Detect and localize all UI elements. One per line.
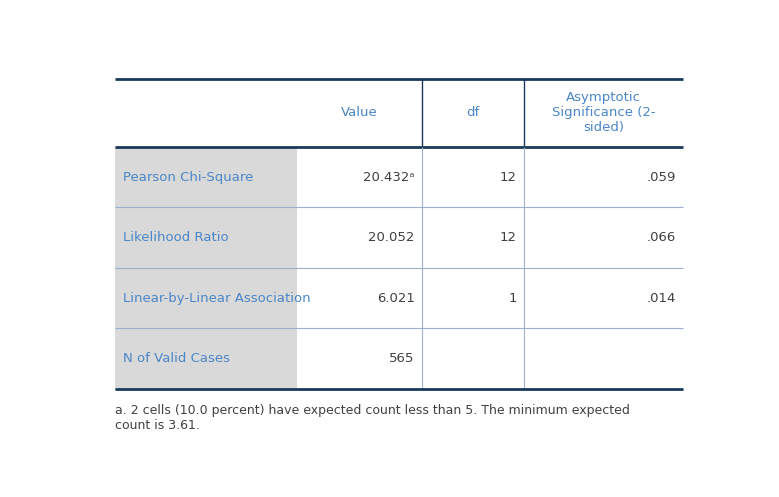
Text: 20.432ᵃ: 20.432ᵃ: [363, 170, 414, 184]
Bar: [422, 268, 524, 329]
Text: Asymptotic
Significance (2-
sided): Asymptotic Significance (2- sided): [552, 91, 655, 134]
Bar: [524, 268, 683, 329]
Text: df: df: [467, 106, 480, 119]
Bar: [297, 207, 422, 268]
Bar: [422, 329, 524, 389]
Text: 1: 1: [509, 292, 516, 305]
Text: Likelihood Ratio: Likelihood Ratio: [123, 231, 228, 244]
Text: 20.052: 20.052: [368, 231, 414, 244]
Bar: [115, 329, 297, 389]
Bar: [422, 207, 524, 268]
Bar: [524, 147, 683, 207]
Bar: [422, 147, 524, 207]
Bar: [115, 268, 297, 329]
Text: .014: .014: [647, 292, 675, 305]
Text: 6.021: 6.021: [377, 292, 414, 305]
Bar: [297, 329, 422, 389]
Text: N of Valid Cases: N of Valid Cases: [123, 352, 230, 365]
Text: 565: 565: [390, 352, 414, 365]
Bar: [524, 207, 683, 268]
Text: a. 2 cells (10.0 percent) have expected count less than 5. The minimum expected
: a. 2 cells (10.0 percent) have expected …: [115, 404, 630, 432]
Text: .066: .066: [647, 231, 675, 244]
Bar: [297, 268, 422, 329]
Text: 12: 12: [500, 231, 516, 244]
Bar: [297, 147, 422, 207]
Text: Pearson Chi-Square: Pearson Chi-Square: [123, 170, 253, 184]
Text: 12: 12: [500, 170, 516, 184]
Bar: [115, 147, 297, 207]
Bar: [115, 207, 297, 268]
Text: .059: .059: [647, 170, 675, 184]
Bar: [524, 329, 683, 389]
Text: Value: Value: [341, 106, 378, 119]
Text: Linear-by-Linear Association: Linear-by-Linear Association: [123, 292, 310, 305]
